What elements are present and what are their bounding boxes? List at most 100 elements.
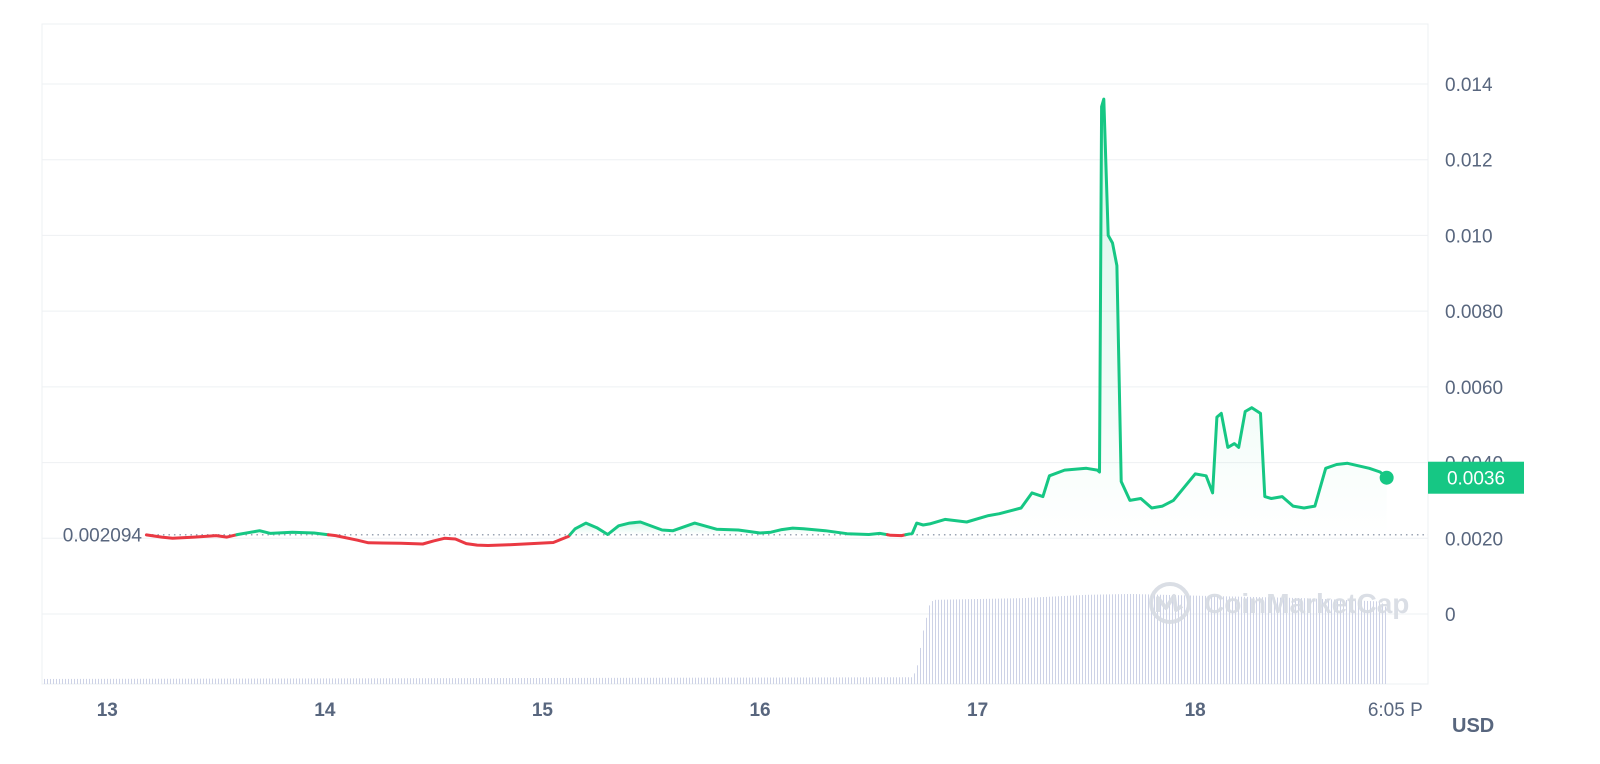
volume-bar: [155, 678, 156, 684]
volume-bar: [722, 677, 723, 684]
volume-bar: [128, 678, 129, 684]
volume-bar: [1277, 597, 1278, 684]
volume-bar: [1124, 594, 1125, 684]
volume-bar: [911, 677, 912, 684]
volume-bar: [761, 677, 762, 684]
volume-bar: [422, 678, 423, 684]
volume-bar: [92, 678, 93, 684]
volume-bar: [443, 678, 444, 684]
volume-bar: [1385, 606, 1386, 684]
volume-bar: [1142, 594, 1143, 684]
volume-bar: [515, 678, 516, 684]
volume-bar: [1301, 598, 1302, 684]
volume-bar: [119, 678, 120, 684]
volume-bar: [59, 678, 60, 684]
volume-bar: [1232, 596, 1233, 684]
price-lines: [144, 97, 1389, 547]
volume-bar: [323, 678, 324, 684]
volume-bar: [149, 678, 150, 684]
volume-bar: [1007, 598, 1008, 684]
volume-bar: [299, 678, 300, 684]
volume-bar: [1043, 597, 1044, 684]
volume-bar: [665, 677, 666, 684]
volume-bar: [686, 677, 687, 684]
volume-bar: [524, 678, 525, 684]
volume-bar: [428, 678, 429, 684]
volume-bar: [62, 678, 63, 684]
volume-bar: [437, 678, 438, 684]
volume-bar: [1358, 600, 1359, 684]
volume-bar: [1097, 594, 1098, 684]
volume-bar: [1343, 599, 1344, 684]
watermark: CoinMarketCap: [1149, 582, 1409, 624]
volume-bar: [1355, 600, 1356, 684]
volume-bar: [926, 617, 927, 684]
volume-bar: [1082, 595, 1083, 684]
volume-bar: [1004, 598, 1005, 684]
volume-bar: [1283, 597, 1284, 684]
volume-bar: [1346, 600, 1347, 684]
volume-bar: [611, 677, 612, 684]
volume-bar: [539, 677, 540, 684]
volume-bar: [623, 677, 624, 684]
plot-frame: [41, 23, 1429, 685]
volume-bar: [884, 677, 885, 684]
volume-bar: [431, 678, 432, 684]
price-line-up: [568, 520, 889, 537]
volume-bar: [1127, 594, 1128, 684]
volume-bar: [1199, 595, 1200, 684]
volume-bar: [1262, 597, 1263, 684]
volume-bar: [977, 599, 978, 684]
volume-bar: [527, 678, 528, 684]
volume-bar: [476, 678, 477, 684]
volume-bars: [44, 593, 1386, 684]
volume-bar: [713, 677, 714, 684]
volume-bar: [389, 678, 390, 684]
coinmarketcap-logo-icon: [1149, 582, 1191, 624]
volume-bar: [1247, 596, 1248, 684]
volume-bar: [1034, 597, 1035, 684]
volume-bar: [176, 678, 177, 684]
volume-bar: [80, 678, 81, 684]
volume-bar: [395, 678, 396, 684]
volume-bar: [599, 677, 600, 684]
volume-bar: [905, 677, 906, 684]
volume-bar: [848, 677, 849, 684]
volume-bar: [731, 677, 732, 684]
volume-bar: [797, 677, 798, 684]
volume-bar: [122, 678, 123, 684]
volume-bar: [1049, 596, 1050, 684]
x-tick-label: 14: [314, 700, 336, 721]
volume-bar: [863, 677, 864, 684]
volume-bar: [608, 677, 609, 684]
volume-bar: [98, 678, 99, 684]
volume-bar: [497, 678, 498, 684]
volume-bar: [482, 678, 483, 684]
volume-bar: [1259, 597, 1260, 684]
y-tick-label: 0.0020: [1445, 529, 1503, 550]
volume-bar: [1325, 599, 1326, 684]
volume-bar: [1067, 595, 1068, 684]
volume-bar: [410, 678, 411, 684]
volume-bar: [866, 677, 867, 684]
volume-bar: [1211, 596, 1212, 684]
volume-bar: [677, 677, 678, 684]
price-line-down: [326, 533, 572, 547]
volume-bar: [56, 678, 57, 684]
volume-bar: [296, 678, 297, 684]
volume-bar: [725, 677, 726, 684]
volume-bar: [1223, 596, 1224, 684]
volume-bar: [341, 678, 342, 684]
volume-bar: [833, 677, 834, 684]
volume-bar: [215, 678, 216, 684]
volume-bar: [275, 678, 276, 684]
volume-bar: [125, 678, 126, 684]
volume-bar: [158, 678, 159, 684]
volume-bar: [326, 678, 327, 684]
volume-bar: [1112, 594, 1113, 684]
volume-bar: [1319, 598, 1320, 684]
volume-bar: [938, 599, 939, 684]
volume-bar: [140, 678, 141, 684]
volume-bar: [1304, 598, 1305, 684]
volume-bar: [1292, 597, 1293, 684]
